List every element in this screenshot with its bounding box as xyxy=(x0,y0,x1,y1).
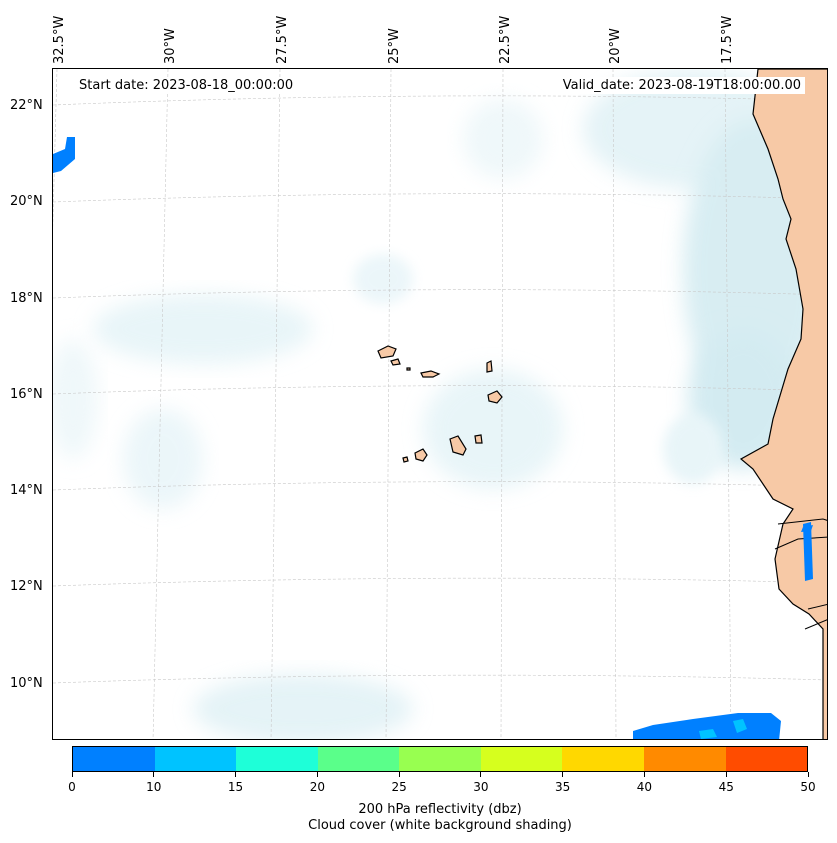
colorbar-tick xyxy=(725,772,727,777)
island-sao-vicente xyxy=(390,358,401,366)
colorbar-tick xyxy=(398,772,400,777)
colorbar-tick xyxy=(316,772,318,777)
cape-verde-islands xyxy=(377,345,503,463)
colorbar-tick-label: 50 xyxy=(800,780,816,794)
valid-date-label: Valid_date: 2023-08-19T18:00:00.00 xyxy=(558,77,805,94)
colorbar-tick-label: 20 xyxy=(309,780,325,794)
colorbar-segment xyxy=(73,747,155,771)
island-santo-antao xyxy=(377,345,397,359)
colorbar-tick xyxy=(562,772,564,777)
colorbar xyxy=(72,746,808,772)
colorbar-tick-label: 0 xyxy=(68,780,76,794)
reflectivity-cell-south-core xyxy=(733,719,747,733)
island-boa-vista xyxy=(487,390,503,404)
colorbar-segment xyxy=(399,747,481,771)
lon-label-22-5w: 22.5°W xyxy=(498,15,513,64)
lon-label-30w: 30°W xyxy=(163,28,178,64)
colorbar-tick-label: 30 xyxy=(473,780,489,794)
start-date-label: Start date: 2023-08-18_00:00:00 xyxy=(75,77,298,94)
lat-label-20n: 20°N xyxy=(10,194,43,209)
reflectivity-cell-northwest xyxy=(53,137,75,173)
island-sal xyxy=(486,360,493,373)
reflectivity-cell-south xyxy=(633,713,781,739)
graticule xyxy=(53,69,827,739)
colorbar-tick-label: 35 xyxy=(555,780,571,794)
lat-label-14n: 14°N xyxy=(10,483,43,498)
colorbar-tick xyxy=(480,772,482,777)
colorbar-segment xyxy=(236,747,318,771)
colorbar-subtitle: Cloud cover (white background shading) xyxy=(308,818,572,833)
lon-label-17-5w: 17.5°W xyxy=(720,15,735,64)
colorbar-tick-label: 10 xyxy=(146,780,162,794)
colorbar-tick-label: 45 xyxy=(718,780,734,794)
lat-label-10n: 10°N xyxy=(10,676,43,691)
colorbar-segment xyxy=(562,747,644,771)
colorbar-tick xyxy=(235,772,237,777)
colorbar-tick xyxy=(153,772,155,777)
colorbar-segment xyxy=(317,747,400,771)
colorbar-segment xyxy=(480,747,563,771)
colorbar-tick-label: 40 xyxy=(636,780,653,794)
island-maio xyxy=(474,434,483,444)
colorbar-tick xyxy=(643,772,645,777)
colorbar-tick-label: 15 xyxy=(227,780,244,794)
island-santiago xyxy=(449,435,467,456)
island-brava xyxy=(402,456,409,463)
island-fogo xyxy=(414,448,428,462)
lon-label-27-5w: 27.5°W xyxy=(275,15,290,64)
lon-label-32-5w: 32.5°W xyxy=(52,15,67,64)
colorbar-segment xyxy=(725,747,808,771)
reflectivity-cell-south-core2 xyxy=(699,729,717,739)
map-frame[interactable]: Start date: 2023-08-18_00:00:00 Valid_da… xyxy=(52,68,828,740)
lon-label-25w: 25°W xyxy=(387,28,402,64)
colorbar-title: 200 hPa reflectivity (dbz) xyxy=(358,802,522,817)
colorbar-tick xyxy=(71,772,73,777)
lat-label-12n: 12°N xyxy=(10,579,43,594)
lon-label-20w: 20°W xyxy=(608,28,623,64)
colorbar-tick-label: 25 xyxy=(391,780,407,794)
reflectivity-cell-coast xyxy=(803,522,813,581)
island-sao-nicolau xyxy=(420,370,441,378)
colorbar-segment xyxy=(154,747,237,771)
island-rock xyxy=(406,367,411,371)
lat-label-16n: 16°N xyxy=(10,387,43,402)
lat-label-18n: 18°N xyxy=(10,291,43,306)
colorbar-tick xyxy=(807,772,809,777)
coastline-details xyxy=(774,518,827,630)
map-canvas xyxy=(53,69,827,739)
cloud-cover-shading xyxy=(53,69,823,739)
lat-label-22n: 22°N xyxy=(10,98,43,113)
reflectivity-cells xyxy=(53,137,813,739)
colorbar-segment xyxy=(643,747,726,771)
